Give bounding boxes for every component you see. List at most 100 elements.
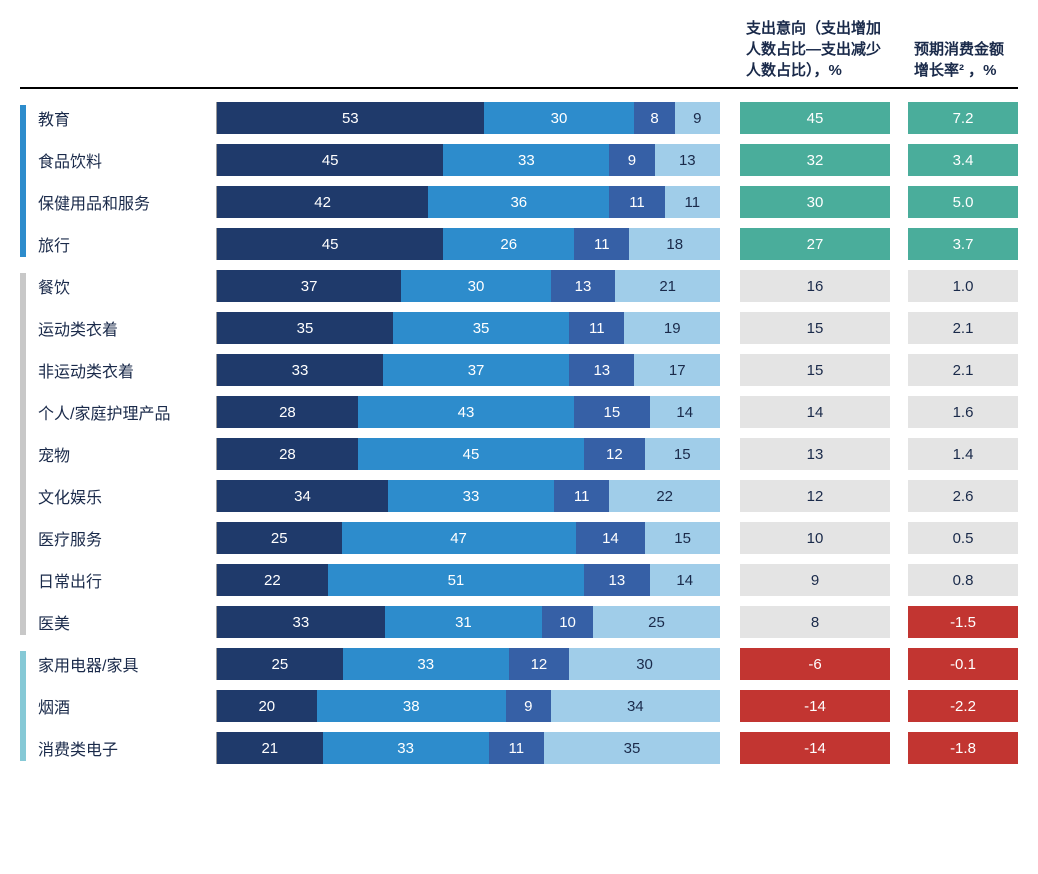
- bar-segment: 15: [645, 522, 720, 554]
- growth-value: -0.1: [908, 648, 1018, 680]
- table-row: 家用电器/家具25331230-6-0.1: [38, 643, 1018, 685]
- bar-segment: 20: [217, 690, 317, 722]
- row-label: 医美: [38, 610, 216, 634]
- row-label: 文化娱乐: [38, 484, 216, 508]
- stacked-bar: 42361111: [216, 186, 720, 218]
- bar-segment: 33: [343, 648, 509, 680]
- growth-value: 2.6: [908, 480, 1018, 512]
- growth-value: 1.6: [908, 396, 1018, 428]
- intent-value: -14: [740, 732, 890, 764]
- bar-segment: 33: [323, 732, 489, 764]
- bar-segment: 17: [634, 354, 720, 386]
- row-label: 个人/家庭护理产品: [38, 400, 216, 424]
- bar-segment: 33: [388, 480, 554, 512]
- stacked-bar: 34331122: [216, 480, 720, 512]
- bar-segment: 35: [217, 312, 393, 344]
- growth-value: -1.5: [908, 606, 1018, 638]
- row-label: 教育: [38, 106, 216, 130]
- intent-value: 16: [740, 270, 890, 302]
- bar-segment: 45: [358, 438, 584, 470]
- intent-value: 13: [740, 438, 890, 470]
- table-row: 个人/家庭护理产品28431514141.6: [38, 391, 1018, 433]
- group-marker: [20, 273, 26, 635]
- growth-value: 7.2: [908, 102, 1018, 134]
- bar-segment: 9: [609, 144, 654, 176]
- growth-value: 3.7: [908, 228, 1018, 260]
- bar-segment: 33: [217, 606, 385, 638]
- stacked-bar: 35351119: [216, 312, 720, 344]
- bar-segment: 22: [609, 480, 720, 512]
- bar-segment: 25: [593, 606, 720, 638]
- stacked-bar: 533089: [216, 102, 720, 134]
- bar-segment: 28: [217, 438, 358, 470]
- growth-value: 1.0: [908, 270, 1018, 302]
- table-row: 烟酒2038934-14-2.2: [38, 685, 1018, 727]
- table-row: 医疗服务25471415100.5: [38, 517, 1018, 559]
- table-row: 旅行45261118273.7: [38, 223, 1018, 265]
- growth-value: 2.1: [908, 312, 1018, 344]
- stacked-bar: 28431514: [216, 396, 720, 428]
- stacked-bar: 37301321: [216, 270, 720, 302]
- intent-value: 15: [740, 312, 890, 344]
- table-row: 保健用品和服务42361111305.0: [38, 181, 1018, 223]
- stacked-bar: 4533913: [216, 144, 720, 176]
- bar-segment: 11: [574, 228, 629, 260]
- header-growth: 预期消费金额增长率² ，%: [908, 39, 1018, 81]
- header-intent: 支出意向（支出增加人数占比—支出减少人数占比），%: [740, 18, 890, 81]
- row-label: 运动类衣着: [38, 316, 216, 340]
- bar-segment: 47: [342, 522, 576, 554]
- intent-value: 45: [740, 102, 890, 134]
- bar-segment: 11: [665, 186, 720, 218]
- table-row: 教育533089 45 7.2: [38, 97, 1018, 139]
- category-group: 家用电器/家具25331230-6-0.1烟酒2038934-14-2.2 消费类…: [20, 643, 1018, 769]
- row-label: 保健用品和服务: [38, 190, 216, 214]
- intent-value: 12: [740, 480, 890, 512]
- bar-segment: 36: [428, 186, 609, 218]
- row-label: 非运动类衣着: [38, 358, 216, 382]
- growth-value: -2.2: [908, 690, 1018, 722]
- stacked-bar: 45261118: [216, 228, 720, 260]
- bar-segment: 9: [506, 690, 551, 722]
- table-row: 餐饮37301321 16 1.0: [38, 265, 1018, 307]
- stacked-bar: 33371317: [216, 354, 720, 386]
- row-label: 餐饮: [38, 274, 216, 298]
- growth-value: 3.4: [908, 144, 1018, 176]
- bar-segment: 31: [385, 606, 543, 638]
- intent-value: 14: [740, 396, 890, 428]
- bar-segment: 30: [484, 102, 635, 134]
- bar-segment: 25: [217, 648, 343, 680]
- bar-segment: 10: [542, 606, 593, 638]
- bar-segment: 14: [650, 396, 720, 428]
- table-row: 日常出行2251131490.8: [38, 559, 1018, 601]
- growth-value: 0.8: [908, 564, 1018, 596]
- bar-segment: 13: [551, 270, 616, 302]
- table-row: 宠物28451215131.4: [38, 433, 1018, 475]
- group-marker: [20, 105, 26, 257]
- stacked-bar: 21331135: [216, 732, 720, 764]
- bar-segment: 26: [443, 228, 574, 260]
- row-label: 消费类电子: [38, 736, 216, 760]
- stacked-bar: 28451215: [216, 438, 720, 470]
- intent-value: 8: [740, 606, 890, 638]
- bar-segment: 30: [401, 270, 550, 302]
- bar-segment: 22: [217, 564, 328, 596]
- table-row: 食品饮料4533913323.4: [38, 139, 1018, 181]
- bar-segment: 13: [584, 564, 649, 596]
- bar-segment: 11: [554, 480, 609, 512]
- intent-value: 27: [740, 228, 890, 260]
- bar-segment: 33: [217, 354, 383, 386]
- chart-body: 教育533089457.2食品饮料4533913323.4保健用品和服务4236…: [20, 97, 1018, 769]
- intent-value: 10: [740, 522, 890, 554]
- bar-segment: 9: [675, 102, 720, 134]
- bar-segment: 11: [569, 312, 624, 344]
- row-label: 食品饮料: [38, 148, 216, 172]
- table-row: 消费类电子21331135-14-1.8: [38, 727, 1018, 769]
- bar-segment: 30: [569, 648, 720, 680]
- bar-segment: 18: [629, 228, 720, 260]
- row-label: 家用电器/家具: [38, 652, 216, 676]
- row-label: 医疗服务: [38, 526, 216, 550]
- row-label: 日常出行: [38, 568, 216, 592]
- bar-segment: 13: [655, 144, 720, 176]
- bar-segment: 25: [217, 522, 342, 554]
- table-row: 医美33311025 8 -1.5: [38, 601, 1018, 643]
